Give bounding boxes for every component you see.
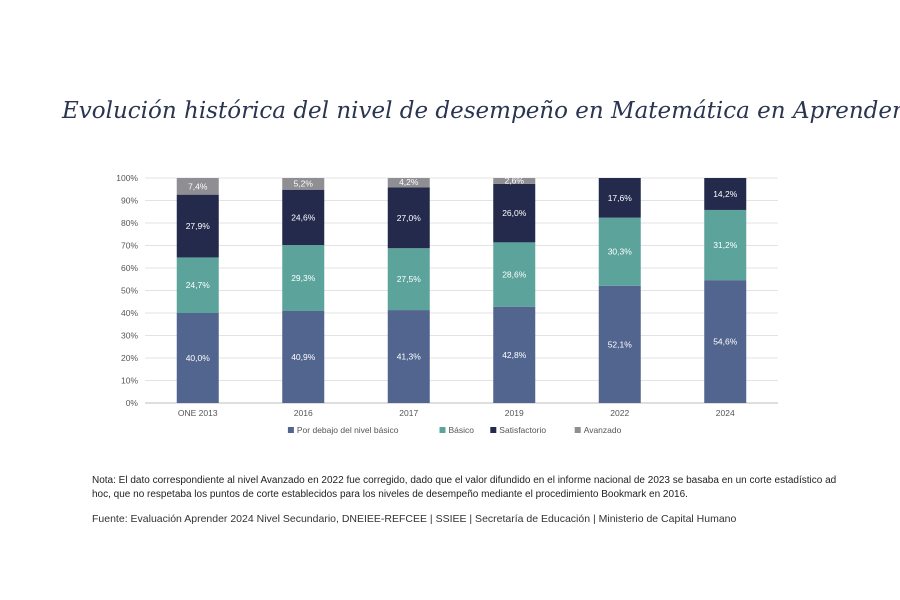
bar-segment	[176, 313, 219, 403]
bar-segment	[387, 248, 430, 311]
bar-segment	[493, 242, 536, 307]
y-tick-label: 80%	[121, 218, 138, 228]
data-label: 4,2%	[399, 177, 419, 187]
legend-swatch	[439, 427, 446, 433]
legend-label: Avanzado	[584, 425, 622, 435]
bar-segment	[493, 183, 536, 243]
bar-segment	[704, 280, 747, 403]
bar-labels: 40,0% 24,7% 27,9% 7,4% 40,9% 29,3% 24,6% 5,2% 41…	[186, 175, 738, 363]
data-label: 40,0%	[186, 353, 211, 363]
data-label: 7,4%	[188, 181, 208, 191]
data-label: 40,9%	[291, 352, 316, 362]
legend-swatch	[287, 427, 294, 433]
legend-swatch	[490, 427, 497, 433]
x-tick-label: 2019	[505, 408, 524, 418]
bar-segment	[282, 178, 325, 190]
data-label: 54,6%	[713, 337, 738, 347]
bar-segment	[598, 217, 641, 286]
x-axis-ticks: ONE 2013 2016 2017 2019 2022 2024	[178, 408, 735, 418]
y-tick-label: 50%	[121, 286, 138, 296]
legend-label: Por debajo del nivel básico	[297, 425, 399, 435]
y-tick-label: 90%	[121, 196, 138, 206]
data-label: 2,6%	[505, 175, 525, 185]
bar-segment	[387, 187, 430, 249]
data-label: 28,6%	[502, 270, 527, 280]
bar-segment	[176, 178, 219, 195]
legend-label: Satisfactorio	[499, 425, 546, 435]
x-tick-label: 2017	[399, 408, 418, 418]
bar-segment	[704, 178, 747, 210]
bar-segment	[282, 189, 325, 246]
bar-segment	[282, 310, 325, 403]
data-label: 30,3%	[608, 247, 633, 257]
y-tick-label: 10%	[121, 376, 138, 386]
data-label: 26,0%	[502, 208, 527, 218]
x-tick-label: 2022	[610, 408, 629, 418]
data-label: 17,6%	[608, 193, 633, 203]
y-tick-label: 0%	[126, 398, 139, 408]
data-label: 14,2%	[713, 189, 738, 199]
page-title: Evolución histórica del nivel de desempe…	[62, 98, 900, 124]
x-tick-label: ONE 2013	[178, 408, 218, 418]
bar-segment	[598, 178, 641, 218]
data-label: 29,3%	[291, 273, 316, 283]
data-label: 27,9%	[186, 221, 211, 231]
data-label: 24,7%	[186, 280, 211, 290]
legend-label: Básico	[449, 425, 475, 435]
data-label: 5,2%	[294, 178, 314, 188]
bar-segment	[598, 285, 641, 403]
data-label: 27,0%	[397, 213, 422, 223]
y-tick-label: 100%	[116, 173, 138, 183]
bar-segment	[704, 209, 747, 281]
bar-segment	[387, 310, 430, 403]
bar-segment	[387, 178, 430, 188]
y-tick-label: 30%	[121, 331, 138, 341]
legend-swatch	[574, 427, 581, 433]
chart-note: Nota: El dato correspondiente al nivel A…	[92, 475, 837, 500]
bar-segment	[282, 245, 325, 311]
bar-segment	[493, 306, 536, 403]
legend: Por debajo del nivel básico Básico Satisfa…	[287, 425, 622, 435]
data-label: 42,8%	[502, 350, 527, 360]
bar-segment	[176, 257, 219, 313]
bars	[176, 178, 747, 403]
bar-segment	[493, 178, 536, 184]
bar-segment	[176, 194, 219, 258]
y-tick-label: 60%	[121, 263, 138, 273]
grid-lines	[145, 177, 778, 404]
y-tick-label: 20%	[121, 353, 138, 363]
data-label: 24,6%	[291, 212, 316, 222]
y-tick-label: 40%	[121, 308, 138, 318]
y-tick-label: 70%	[121, 241, 138, 251]
y-axis-ticks: 0% 10% 20% 30% 40% 50% 60% 70% 80% 90% 100%	[116, 173, 138, 408]
x-tick-label: 2016	[294, 408, 313, 418]
data-label: 52,1%	[608, 339, 633, 349]
chart-source: Fuente: Evaluación Aprender 2024 Nivel S…	[92, 513, 737, 525]
x-tick-label: 2024	[716, 408, 735, 418]
data-label: 27,5%	[397, 274, 422, 284]
data-label: 41,3%	[397, 352, 422, 362]
data-label: 31,2%	[713, 240, 738, 250]
